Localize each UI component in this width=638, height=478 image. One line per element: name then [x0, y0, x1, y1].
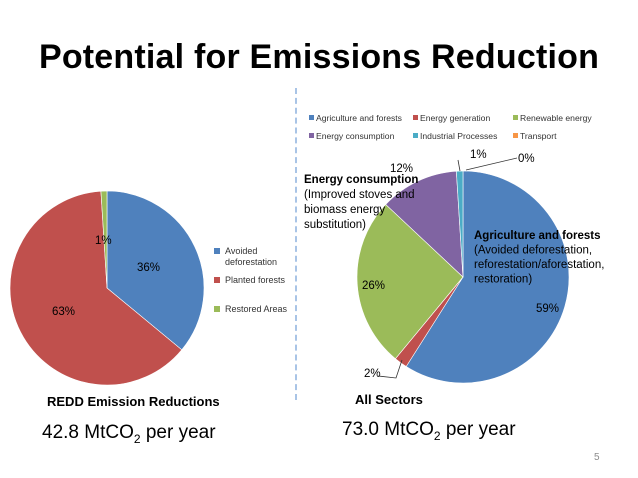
- redd-chart-title: REDD Emission Reductions: [47, 394, 220, 409]
- legend-swatch: [513, 115, 518, 120]
- legend-swatch: [413, 115, 418, 120]
- leader-line-transport: [465, 157, 518, 171]
- legend-label: Industrial Processes: [420, 131, 497, 141]
- sectors-total: 73.0 MtCO2 per year: [342, 419, 516, 443]
- legend-swatch: [214, 277, 220, 283]
- redd-total-unit: per year: [140, 422, 216, 443]
- leader-line-industrial-processes: [457, 159, 461, 172]
- legend-item-industrial-processes: Industrial Processes: [413, 131, 497, 141]
- legend-swatch: [413, 133, 418, 138]
- data-label-energy-generation: 2%: [364, 368, 381, 380]
- redd-pie-chart: 36% 63% 1%: [9, 190, 205, 386]
- legend-item-planted-forests: Planted forests: [214, 275, 286, 285]
- legend-item-energy-consumption: Energy consumption: [309, 131, 395, 141]
- leader-line-energy-generation: [377, 359, 403, 379]
- legend-item-restored-areas: Restored Areas: [214, 304, 288, 314]
- legend-label: Agriculture and forests: [316, 113, 402, 123]
- legend-label: Transport: [520, 131, 557, 141]
- data-label-restored-areas: 1%: [95, 235, 112, 247]
- data-label-planted-forests: 63%: [52, 306, 75, 318]
- section-divider: [295, 88, 297, 400]
- sectors-total-unit: per year: [440, 419, 516, 440]
- redd-total-subscript: 2: [133, 431, 141, 446]
- legend-swatch: [513, 133, 518, 138]
- legend-label: Restored Areas: [225, 304, 288, 314]
- legend-item-renewable-energy: Renewable energy: [513, 113, 592, 123]
- legend-swatch: [214, 306, 220, 312]
- page-number: 5: [594, 452, 600, 463]
- data-label-avoided-deforestation: 36%: [137, 262, 160, 274]
- sectors-total-subscript: 2: [433, 428, 441, 443]
- data-label-renewable-energy: 26%: [362, 280, 385, 292]
- redd-total: 42.8 MtCO2 per year: [42, 422, 216, 446]
- callout-energy-consumption: Energy consumption (Improved stoves and bi…: [304, 174, 418, 231]
- data-label-transport: 0%: [518, 153, 535, 165]
- legend-label: Renewable energy: [520, 113, 592, 123]
- sectors-legend: Agriculture and forests Energy generation…: [309, 113, 592, 141]
- slide-title: Potential for Emissions Reduction: [38, 38, 600, 76]
- legend-label: Avoided deforestation: [225, 246, 277, 267]
- legend-swatch: [309, 115, 314, 120]
- legend-swatch: [214, 248, 220, 254]
- sectors-total-value: 73.0 MtCO: [342, 419, 434, 440]
- data-label-energy-consumption: 12%: [390, 163, 413, 175]
- data-label-industrial-processes: 1%: [470, 149, 487, 161]
- pie-slice-avoided-deforestation: [106, 190, 205, 351]
- legend-item-avoided-deforestation: Avoided deforestation: [214, 246, 277, 267]
- legend-label: Energy consumption: [316, 131, 395, 141]
- pie-slice-energy-consumption: [385, 170, 464, 278]
- sectors-pie-chart: 59% 2% 26% 12% 1% 0%: [356, 149, 570, 384]
- redd-legend: Avoided deforestation Planted forests Resto…: [214, 246, 288, 314]
- legend-item-energy-generation: Energy generation: [413, 113, 490, 123]
- redd-total-value: 42.8 MtCO: [42, 422, 134, 443]
- sectors-chart-title: All Sectors: [355, 392, 423, 407]
- legend-item-agriculture-and-forests: Agriculture and forests: [309, 113, 402, 123]
- callout-agriculture-and-forests: Agriculture and forests (Avoided deforest…: [474, 230, 604, 286]
- data-label-agriculture-and-forests: 59%: [536, 303, 559, 315]
- legend-item-transport: Transport: [513, 131, 557, 141]
- sectors-callouts: Energy consumption (Improved stoves and bi…: [304, 174, 604, 286]
- pie-slice-renewable-energy: [356, 204, 464, 360]
- pie-slice-restored-areas: [100, 190, 108, 289]
- pie-slice-agriculture-and-forests: [405, 170, 570, 384]
- legend-label: Planted forests: [225, 275, 286, 285]
- legend-label: Energy generation: [420, 113, 490, 123]
- pie-slice-planted-forests: [9, 190, 183, 386]
- legend-swatch: [309, 133, 314, 138]
